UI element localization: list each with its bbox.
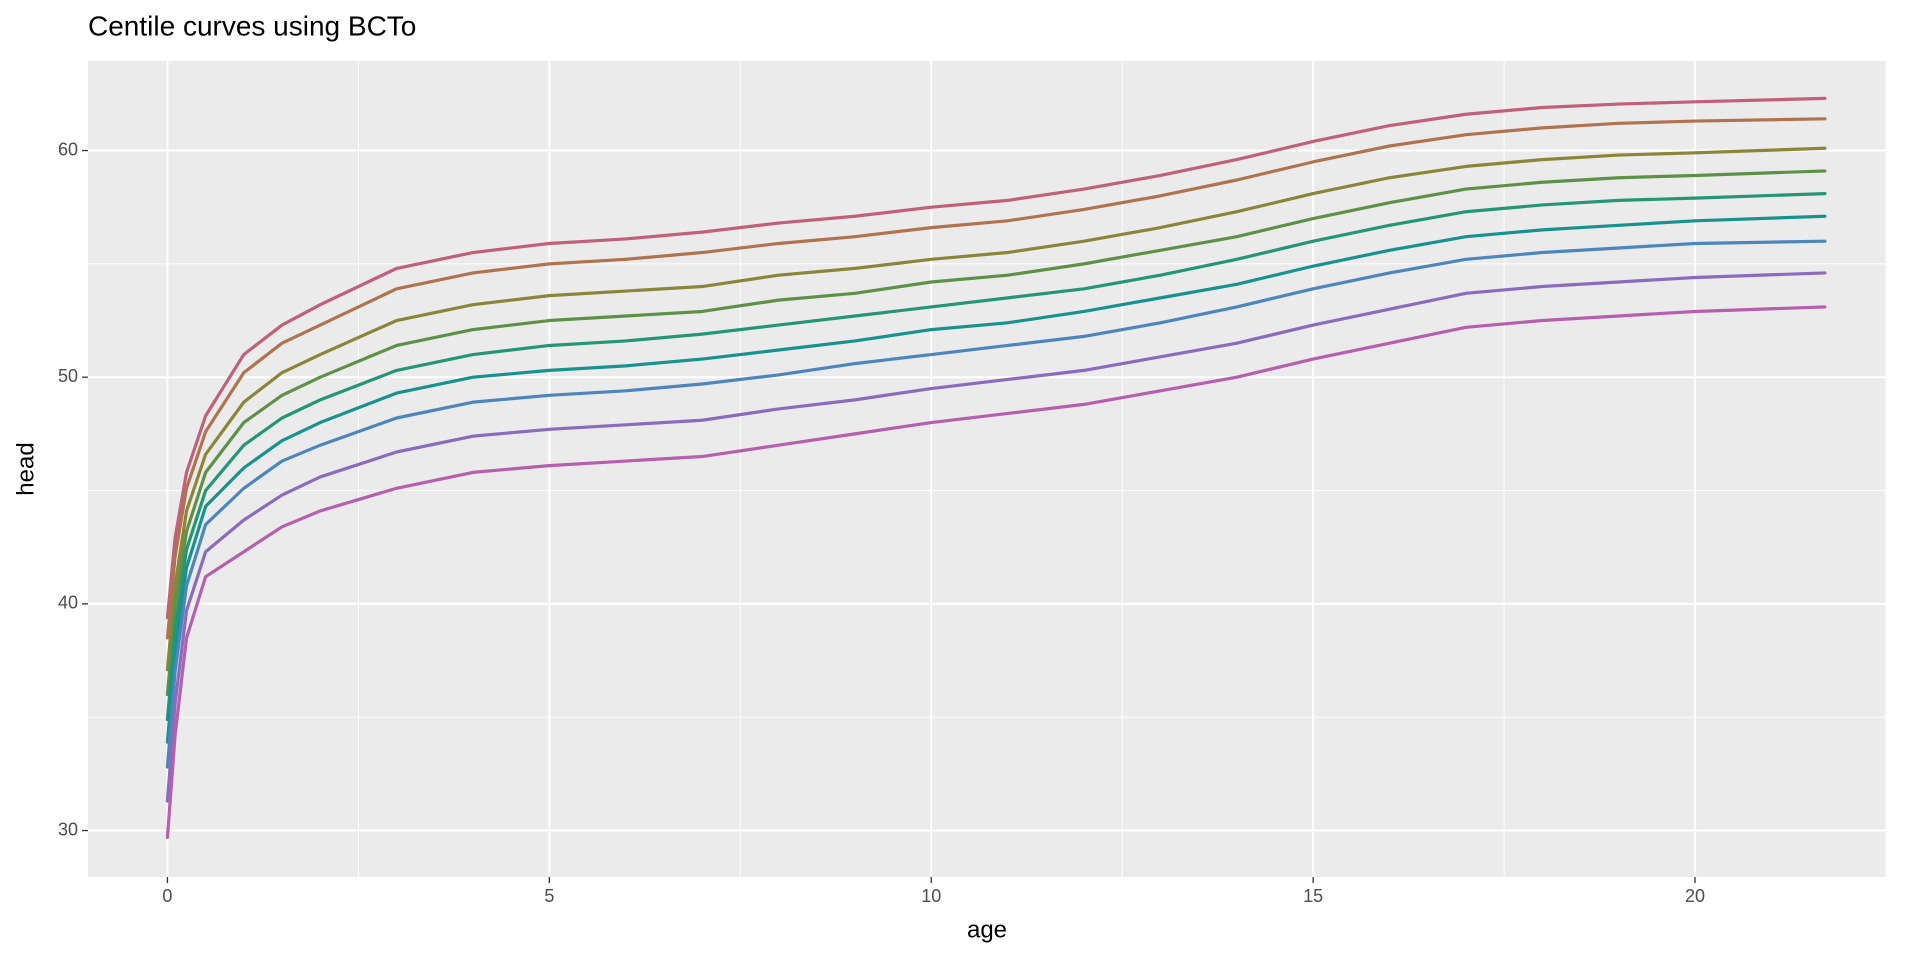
- y-tick-label: 30: [58, 819, 78, 839]
- x-tick-label: 15: [1303, 886, 1323, 906]
- x-tick-label: 10: [921, 886, 941, 906]
- y-tick-label: 60: [58, 139, 78, 159]
- centile-line: [165, 146, 1827, 672]
- x-tick-label: 20: [1685, 886, 1705, 906]
- x-axis-title: age: [967, 916, 1007, 943]
- centile-line: [165, 305, 1827, 839]
- centile-line: [165, 239, 1827, 769]
- y-axis-title: head: [12, 442, 39, 495]
- centile-line: [165, 271, 1827, 803]
- panel: [88, 61, 1886, 877]
- y-tick-label: 40: [58, 593, 78, 613]
- x-tick-label: 0: [162, 886, 172, 906]
- centile-line: [165, 96, 1827, 620]
- centile-line: [165, 214, 1827, 744]
- centile-line: [165, 192, 1827, 722]
- y-tick-label: 50: [58, 366, 78, 386]
- x-tick-label: 5: [544, 886, 554, 906]
- chart-title: Centile curves using BCTo: [88, 10, 416, 41]
- centile-line: [165, 117, 1827, 640]
- centile-line: [165, 169, 1827, 697]
